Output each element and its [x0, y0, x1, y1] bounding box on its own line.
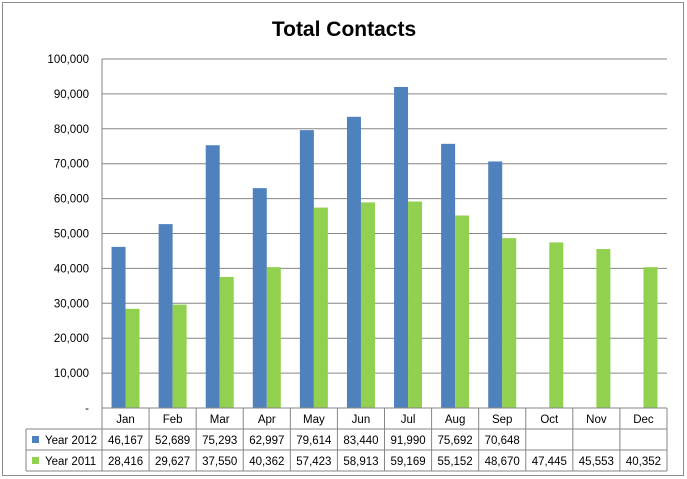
y-tick-label: 40,000: [54, 263, 89, 275]
data-label: 48,670: [485, 456, 520, 468]
bar-year-2011-oct: [549, 242, 564, 408]
y-tick-label: 90,000: [54, 89, 89, 101]
category-label: May: [303, 414, 325, 426]
bar-year-2012-feb: [158, 224, 173, 408]
data-label: 70,648: [485, 435, 520, 447]
data-label: 40,362: [249, 456, 284, 468]
bar-year-2012-jan: [111, 246, 126, 408]
category-label: Sep: [492, 414, 512, 426]
data-label: 47,445: [532, 456, 567, 468]
bar-year-2012-apr: [252, 188, 267, 408]
data-label: 28,416: [108, 456, 143, 468]
data-label: 75,692: [438, 435, 473, 447]
bar-year-2011-may: [313, 207, 328, 408]
legend-label: Year 2011: [45, 456, 96, 468]
chart-svg: Total Contacts - 10,000 20,000 30,000 40,000…: [25, 18, 668, 472]
data-label: 45,553: [579, 456, 614, 468]
y-tick-label: 60,000: [54, 194, 89, 206]
bar-year-2012-mar: [205, 145, 220, 409]
legend-key-icon: [32, 457, 39, 464]
y-tick-label: 50,000: [54, 229, 89, 241]
y-tick-label: 10,000: [54, 368, 89, 380]
data-label: 55,152: [438, 456, 473, 468]
y-tick-label: 70,000: [54, 159, 89, 171]
bar-year-2011-jun: [360, 202, 375, 408]
category-label: Apr: [258, 414, 276, 426]
data-label: 46,167: [108, 435, 143, 447]
gridlines: [101, 58, 667, 408]
category-label: Jan: [116, 414, 135, 426]
category-label: Feb: [163, 414, 183, 426]
y-tick-label: 30,000: [54, 298, 89, 310]
bar-year-2011-feb: [172, 304, 187, 408]
legend-label: Year 2012: [45, 435, 97, 447]
bar-year-2011-apr: [266, 267, 281, 408]
category-label: Dec: [633, 414, 654, 426]
data-label: 40,352: [626, 456, 661, 468]
bar-year-2012-may: [299, 130, 314, 408]
data-label: 57,423: [296, 456, 331, 468]
y-tick-label: 80,000: [54, 124, 89, 136]
bar-year-2011-aug: [455, 215, 470, 408]
data-label: 29,627: [155, 456, 190, 468]
legend-key-icon: [32, 436, 39, 443]
data-label: 79,614: [296, 435, 332, 447]
bar-year-2011-mar: [219, 276, 234, 408]
data-label: 52,689: [155, 435, 190, 447]
category-label: Oct: [540, 414, 559, 426]
data-label: 83,440: [343, 435, 378, 447]
category-label: Aug: [445, 414, 465, 426]
bar-year-2012-aug: [441, 143, 456, 409]
category-label: Jul: [401, 414, 416, 426]
bar-year-2011-nov: [596, 249, 611, 408]
y-tick-label: 20,000: [54, 333, 89, 345]
data-label: 59,169: [390, 456, 425, 468]
category-label: Nov: [586, 414, 607, 426]
y-axis-ticks: - 10,000 20,000 30,000 40,000 50,000 60,000 70,…: [47, 54, 89, 415]
data-label: 75,293: [202, 435, 237, 447]
y-tick-label: 100,000: [47, 54, 89, 66]
bar-year-2011-jan: [125, 308, 140, 408]
data-label: 37,550: [202, 456, 237, 468]
bar-year-2012-sep: [488, 161, 503, 408]
y-tick-label: -: [85, 403, 89, 415]
bar-year-2011-dec: [643, 267, 658, 408]
category-label: Jun: [352, 414, 371, 426]
bar-year-2012-jun: [346, 116, 361, 408]
bar-year-2011-jul: [408, 201, 423, 408]
category-label: Mar: [210, 414, 230, 426]
data-table: Jan Feb Mar Apr May Jun Jul Aug Sep Oct Nov Dec Year…: [25, 407, 668, 472]
data-label: 62,997: [249, 435, 284, 447]
bar-year-2011-sep: [502, 238, 517, 408]
data-label: 91,990: [390, 435, 425, 447]
bars: [111, 86, 658, 409]
bar-year-2012-jul: [394, 86, 409, 409]
chart-title: Total Contacts: [272, 18, 416, 41]
data-label: 58,913: [343, 456, 378, 468]
